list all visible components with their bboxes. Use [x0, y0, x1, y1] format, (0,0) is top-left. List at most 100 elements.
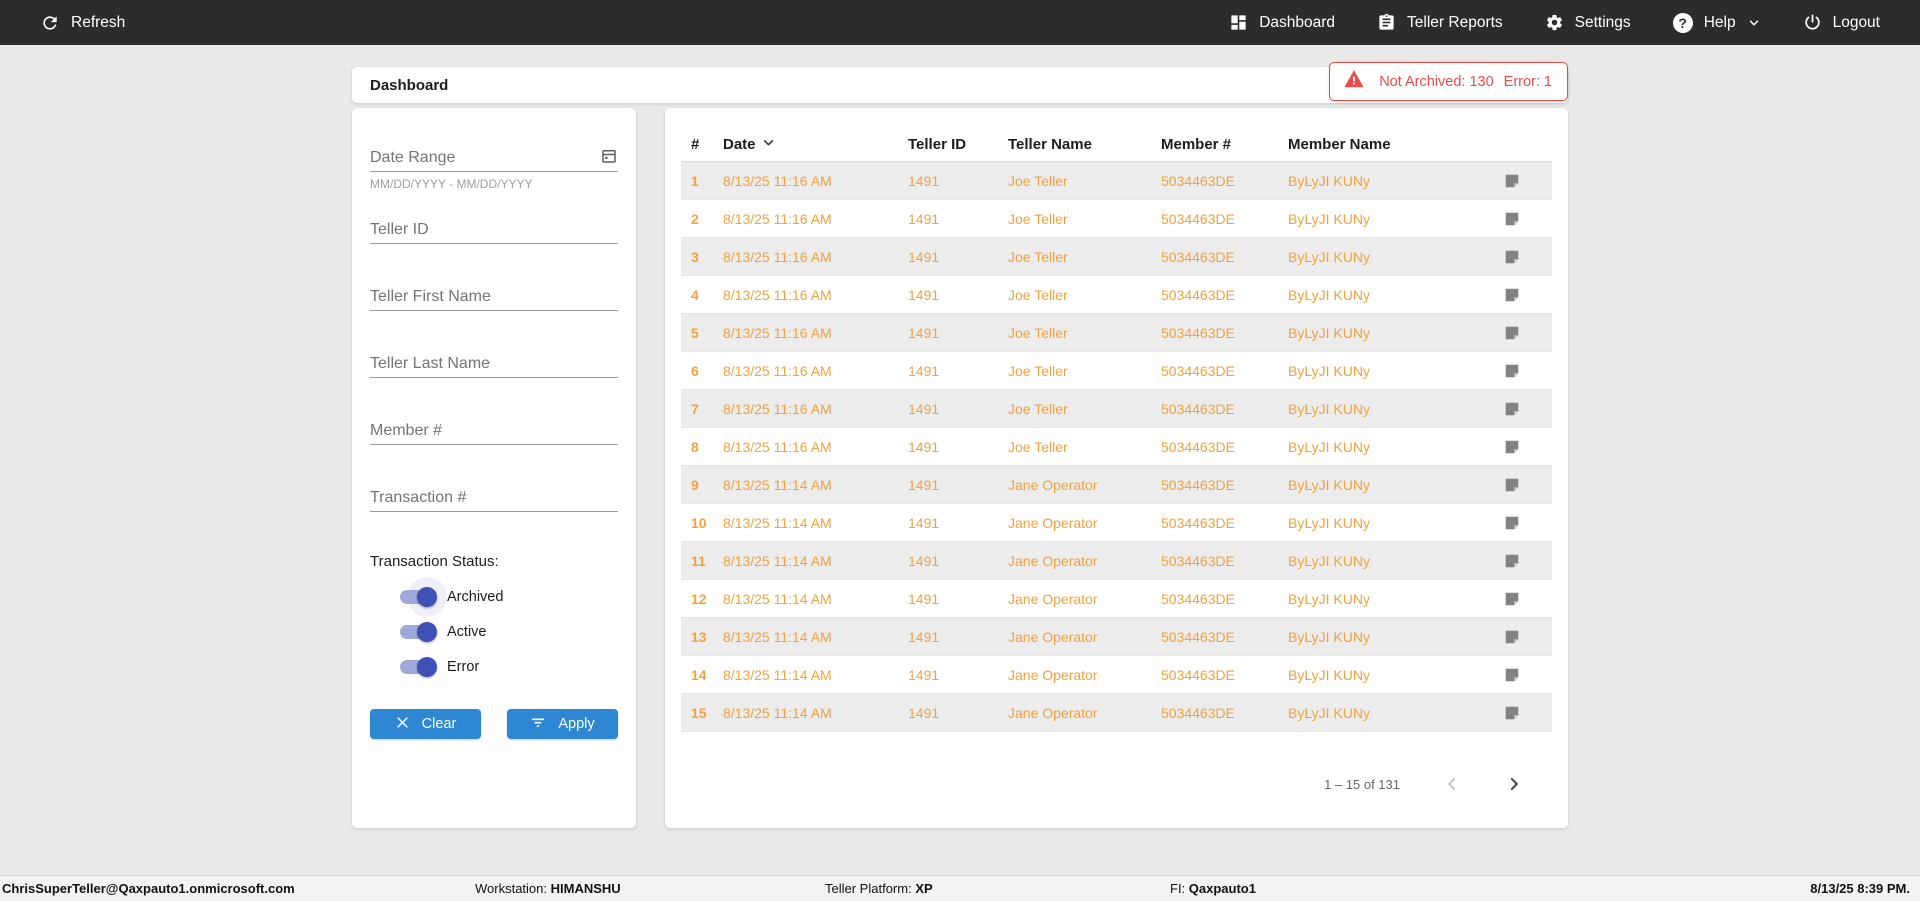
note-icon[interactable]: [1471, 324, 1552, 342]
cell-date: 8/13/25 11:14 AM: [723, 666, 832, 683]
note-icon[interactable]: [1471, 400, 1552, 418]
cell-teller-name: Joe Teller: [1008, 438, 1068, 455]
not-archived-alert[interactable]: Not Archived: 130 Error: 1: [1329, 62, 1568, 101]
note-icon[interactable]: [1471, 704, 1552, 722]
table-row[interactable]: 3 8/13/25 11:16 AM 1491 Joe Teller 50344…: [681, 238, 1552, 276]
toggle-label: Error: [447, 659, 480, 675]
teller-id-input[interactable]: [370, 218, 618, 244]
note-icon[interactable]: [1471, 628, 1552, 646]
table-row[interactable]: 1 8/13/25 11:16 AM 1491 Joe Teller 50344…: [681, 162, 1552, 200]
alert-text: Not Archived: 130 Error: 1: [1379, 73, 1552, 90]
teller-last-name-input[interactable]: [370, 352, 618, 378]
note-icon[interactable]: [1471, 210, 1552, 228]
error-switch[interactable]: [399, 657, 437, 677]
dashboard-icon: [1229, 13, 1248, 32]
note-icon[interactable]: [1471, 172, 1552, 190]
cell-teller-name: Jane Operator: [1008, 514, 1098, 531]
cell-teller-name: Jane Operator: [1008, 666, 1098, 683]
cell-teller-id: 1491: [908, 362, 940, 379]
note-icon[interactable]: [1471, 438, 1552, 456]
teller-id-field: [370, 218, 618, 244]
refresh-button[interactable]: Refresh: [40, 13, 125, 33]
table-row[interactable]: 2 8/13/25 11:16 AM 1491 Joe Teller 50344…: [681, 200, 1552, 238]
cell-member-num: 5034463DE: [1161, 286, 1235, 303]
toggle-label: Active: [447, 624, 487, 640]
cell-member-name: ByLyJI KUNy: [1288, 704, 1370, 721]
table-row[interactable]: 7 8/13/25 11:16 AM 1491 Joe Teller 50344…: [681, 390, 1552, 428]
note-icon[interactable]: [1471, 666, 1552, 684]
note-icon[interactable]: [1471, 248, 1552, 266]
table-row[interactable]: 10 8/13/25 11:14 AM 1491 Jane Operator 5…: [681, 504, 1552, 542]
table-row[interactable]: 12 8/13/25 11:14 AM 1491 Jane Operator 5…: [681, 580, 1552, 618]
cell-row-number: 5: [691, 324, 699, 341]
note-icon[interactable]: [1471, 476, 1552, 494]
note-icon[interactable]: [1471, 552, 1552, 570]
cell-date: 8/13/25 11:14 AM: [723, 704, 832, 721]
active-switch[interactable]: [399, 622, 437, 642]
cell-teller-name: Joe Teller: [1008, 210, 1068, 227]
table-row[interactable]: 6 8/13/25 11:16 AM 1491 Joe Teller 50344…: [681, 352, 1552, 390]
apply-button[interactable]: Apply: [507, 709, 618, 739]
cell-member-num: 5034463DE: [1161, 628, 1235, 645]
nav-help[interactable]: ? Help: [1672, 12, 1761, 33]
cell-teller-name: Joe Teller: [1008, 248, 1068, 265]
close-icon: [395, 715, 410, 734]
nav-dashboard[interactable]: Dashboard: [1229, 13, 1335, 32]
cell-teller-name: Joe Teller: [1008, 362, 1068, 379]
table-row[interactable]: 9 8/13/25 11:14 AM 1491 Jane Operator 50…: [681, 466, 1552, 504]
transaction-number-field: [370, 486, 618, 512]
note-icon[interactable]: [1471, 286, 1552, 304]
note-icon[interactable]: [1471, 362, 1552, 380]
col-header-num: #: [691, 136, 700, 153]
cell-teller-id: 1491: [908, 400, 940, 417]
cell-member-name: ByLyJI KUNy: [1288, 286, 1370, 303]
toggle-active[interactable]: Active: [399, 621, 618, 643]
table-row[interactable]: 5 8/13/25 11:16 AM 1491 Joe Teller 50344…: [681, 314, 1552, 352]
teller-last-name-field: [370, 352, 618, 378]
cell-row-number: 2: [691, 210, 699, 227]
cell-date: 8/13/25 11:16 AM: [723, 248, 832, 265]
teller-first-name-input[interactable]: [370, 285, 618, 311]
table-row[interactable]: 13 8/13/25 11:14 AM 1491 Jane Operator 5…: [681, 618, 1552, 656]
cell-teller-name: Jane Operator: [1008, 590, 1098, 607]
cell-member-num: 5034463DE: [1161, 210, 1235, 227]
table-row[interactable]: 14 8/13/25 11:14 AM 1491 Jane Operator 5…: [681, 656, 1552, 694]
page-title: Dashboard: [370, 76, 449, 94]
nav-teller-reports[interactable]: Teller Reports: [1377, 13, 1503, 32]
date-range-input[interactable]: [370, 146, 618, 172]
note-icon[interactable]: [1471, 514, 1552, 532]
cell-member-num: 5034463DE: [1161, 666, 1235, 683]
toggle-error[interactable]: Error: [399, 656, 618, 678]
table-row[interactable]: 15 8/13/25 11:14 AM 1491 Jane Operator 5…: [681, 694, 1552, 732]
next-page-button[interactable]: [1504, 774, 1524, 794]
nav-logout[interactable]: Logout: [1803, 13, 1880, 32]
cell-member-name: ByLyJI KUNy: [1288, 590, 1370, 607]
previous-page-button: [1442, 774, 1462, 794]
cell-row-number: 9: [691, 476, 699, 493]
note-icon[interactable]: [1471, 590, 1552, 608]
clear-label: Clear: [421, 716, 457, 732]
table-header-row: # Date Teller ID Teller Name Member # Me…: [681, 128, 1552, 162]
toggle-archived[interactable]: Archived: [399, 577, 618, 617]
cell-teller-name: Jane Operator: [1008, 552, 1098, 569]
cell-date: 8/13/25 11:14 AM: [723, 628, 832, 645]
cell-member-name: ByLyJI KUNy: [1288, 666, 1370, 683]
clear-button[interactable]: Clear: [370, 709, 481, 739]
calendar-icon[interactable]: [600, 147, 618, 168]
cell-date: 8/13/25 11:16 AM: [723, 400, 832, 417]
teller-reports-icon: [1377, 13, 1396, 32]
filter-panel: MM/DD/YYYY - MM/DD/YYYY Transaction S: [352, 108, 636, 828]
date-format-hint: MM/DD/YYYY - MM/DD/YYYY: [370, 177, 533, 191]
nav-settings[interactable]: Settings: [1545, 13, 1631, 32]
archived-switch[interactable]: [399, 577, 447, 617]
cell-teller-id: 1491: [908, 476, 940, 493]
table-row[interactable]: 8 8/13/25 11:16 AM 1491 Joe Teller 50344…: [681, 428, 1552, 466]
col-header-date[interactable]: Date: [723, 136, 908, 153]
table-row[interactable]: 11 8/13/25 11:14 AM 1491 Jane Operator 5…: [681, 542, 1552, 580]
cell-date: 8/13/25 11:14 AM: [723, 476, 832, 493]
cell-row-number: 6: [691, 362, 699, 379]
member-number-input[interactable]: [370, 419, 618, 445]
transaction-number-input[interactable]: [370, 486, 618, 512]
cell-date: 8/13/25 11:16 AM: [723, 362, 832, 379]
table-row[interactable]: 4 8/13/25 11:16 AM 1491 Joe Teller 50344…: [681, 276, 1552, 314]
